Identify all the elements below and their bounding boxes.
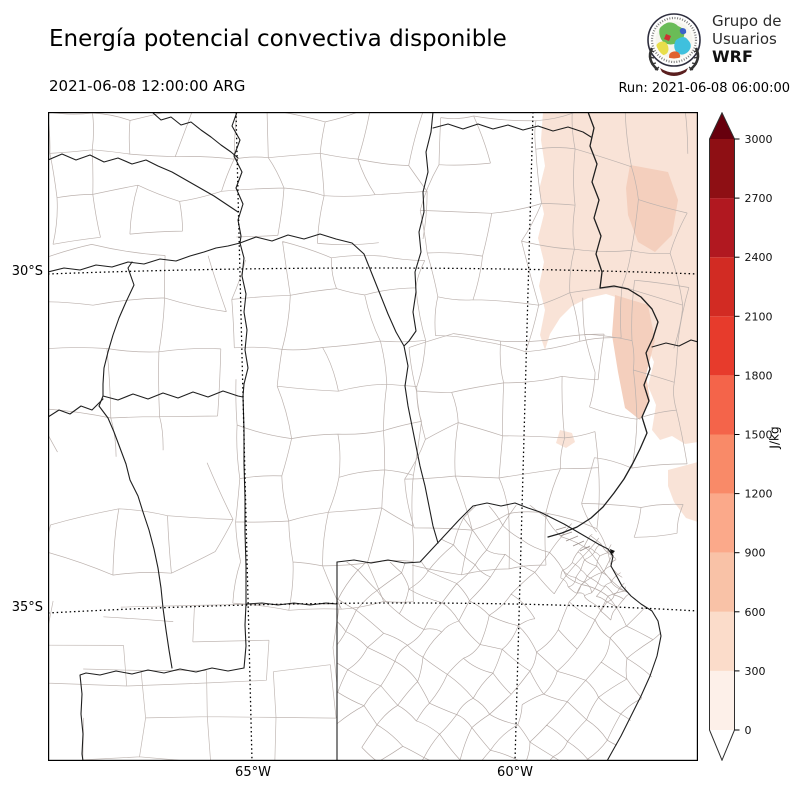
colorbar-segment xyxy=(709,316,735,376)
colorbar-segment xyxy=(709,198,735,258)
colorbar-tick-label: 1200 xyxy=(745,488,773,501)
cape-region-0-300 xyxy=(668,462,698,522)
colorbar-tick-label: 2700 xyxy=(745,192,773,205)
wrf-logo-emblem-icon xyxy=(647,13,701,76)
cape-region-300-600 xyxy=(626,165,678,252)
gridline-65w xyxy=(235,112,253,761)
colorbar-over-arrow xyxy=(709,112,735,139)
cape-region-0-300 xyxy=(556,430,575,448)
department-boundaries-buenos-aires xyxy=(337,505,663,761)
valid-time-label: 2021-06-08 12:00:00 ARG xyxy=(49,77,246,95)
logo-line-1: Grupo de xyxy=(712,12,782,30)
colorbar-under-arrow xyxy=(709,730,735,761)
colorbar-segment xyxy=(709,611,735,671)
colorbar-tick-label: 2100 xyxy=(745,310,773,323)
map-canvas xyxy=(48,112,698,761)
lon-tick-65w: 65°W xyxy=(235,765,271,780)
colorbar-tick-label: 3000 xyxy=(745,133,773,146)
colorbar-segment xyxy=(709,493,735,553)
lat-tick-30s: 30°S xyxy=(11,264,43,279)
colorbar-tick-label: 1500 xyxy=(745,429,773,442)
cape-region-300-600 xyxy=(612,295,655,420)
wrf-users-group-logo: Grupo de Usuarios WRF xyxy=(642,10,792,80)
page-title: Energía potencial convectiva disponible xyxy=(49,26,507,52)
colorbar-segment xyxy=(709,670,735,730)
lat-tick-35s: 35°S xyxy=(11,600,43,615)
colorbar-segment xyxy=(709,139,735,199)
colorbar-tick-label: 2400 xyxy=(745,251,773,264)
colorbar-tick-label: 300 xyxy=(745,665,766,678)
logo-line-2: Usuarios xyxy=(712,30,777,48)
gridline-30s xyxy=(48,267,698,275)
graticule xyxy=(48,112,698,761)
city-marker xyxy=(610,549,615,555)
colorbar: 0 300 600 900 1200 1500 1800 2100 2400 2700 3000 xyxy=(709,112,773,761)
colorbar-tick-label: 900 xyxy=(745,547,766,560)
gridline-60w xyxy=(514,112,534,761)
colorbar-segment xyxy=(709,257,735,317)
map-frame xyxy=(48,112,698,761)
cape-shading-layer xyxy=(538,112,698,522)
parana-delta-detail xyxy=(555,526,591,552)
run-time-label: Run: 2021-06-08 06:00:00 xyxy=(618,81,790,96)
colorbar-segment xyxy=(709,552,735,612)
lon-tick-60w: 60°W xyxy=(497,765,533,780)
colorbar-segment xyxy=(709,375,735,435)
colorbar-tick-label: 1800 xyxy=(745,369,773,382)
colorbar-tick-label: 0 xyxy=(745,724,752,737)
colorbar-unit-label: J/kg xyxy=(767,426,782,449)
colorbar-segment xyxy=(709,434,735,494)
province-borders xyxy=(48,112,698,761)
colorbar-tick-label: 600 xyxy=(745,606,766,619)
logo-line-3: WRF xyxy=(712,47,753,66)
